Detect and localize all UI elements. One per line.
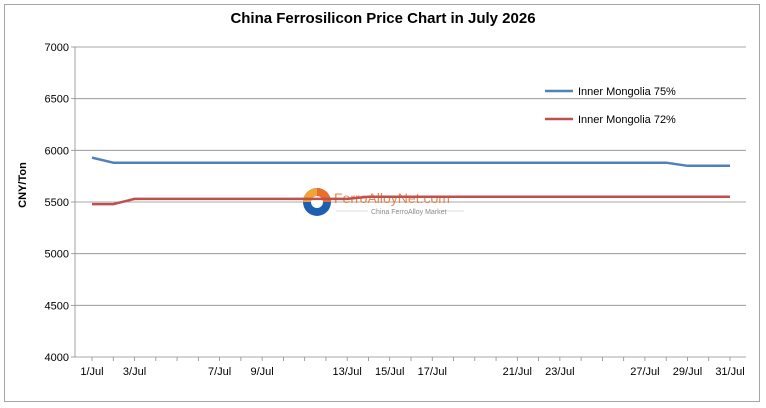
x-tick-label: 3/Jul <box>123 366 146 378</box>
x-tick-label: 1/Jul <box>80 366 103 378</box>
y-axis-ticks: 4000 4500 5000 5500 6000 6500 7000 <box>45 42 75 364</box>
series-lines <box>91 156 730 206</box>
y-tick-label: 5000 <box>45 249 69 261</box>
y-tick-label: 7000 <box>45 42 69 54</box>
y-tick-label: 5500 <box>45 197 69 209</box>
x-tick-label: 23/Jul <box>545 366 574 378</box>
legend: Inner Mongolia 75% Inner Mongolia 72% <box>545 86 676 126</box>
series-line-2 <box>92 195 730 206</box>
x-tick-label: 9/Jul <box>251 366 274 378</box>
chart-frame <box>4 4 760 402</box>
y-tick-label: 4500 <box>45 300 69 312</box>
x-tick-label: 15/Jul <box>375 366 404 378</box>
ferroalloynet-logo-icon <box>303 188 331 216</box>
x-tick-label: 29/Jul <box>673 366 702 378</box>
watermark: FerroAlloyNet.com China FerroAlloy Marke… <box>303 188 464 216</box>
legend-label-1: Inner Mongolia 75% <box>578 86 676 98</box>
y-axis-title: CNY/Ton <box>17 162 29 208</box>
watermark-tagline: China FerroAlloy Market <box>371 209 447 216</box>
x-axis-ticks: 1/Jul 3/Jul 7/Jul 9/Jul 13/Jul 15/Jul 17/Jul 21… <box>80 357 745 378</box>
x-tick-label: 7/Jul <box>208 366 231 378</box>
x-tick-label: 13/Jul <box>333 366 362 378</box>
x-tick-label: 21/Jul <box>503 366 532 378</box>
series-line-1 <box>91 156 730 168</box>
x-tick-label: 27/Jul <box>630 366 659 378</box>
y-tick-label: 4000 <box>45 352 69 364</box>
chart-title: China Ferrosilicon Price Chart in July 2… <box>230 10 536 27</box>
legend-label-2: Inner Mongolia 72% <box>578 114 676 126</box>
x-tick-label: 17/Jul <box>418 366 447 378</box>
x-tick-label: 31/Jul <box>715 366 744 378</box>
gridlines <box>75 46 746 306</box>
y-tick-label: 6500 <box>45 94 69 106</box>
y-tick-label: 6000 <box>45 145 69 157</box>
